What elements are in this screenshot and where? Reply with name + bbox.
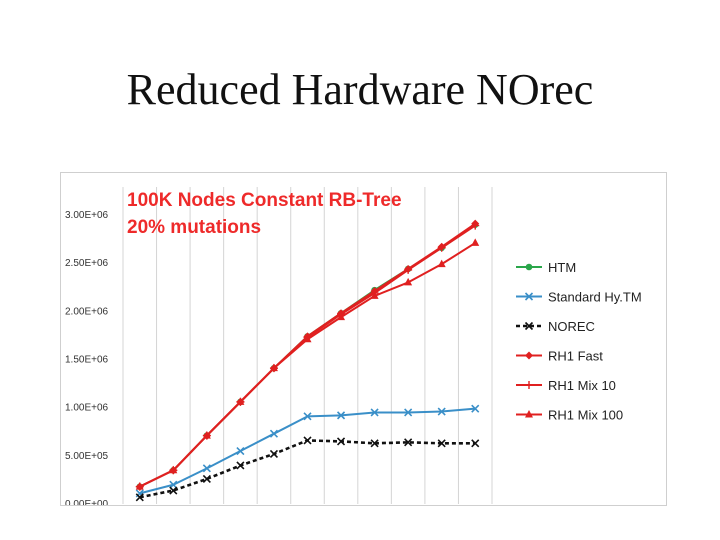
series-standard-hy-tm-point (336, 411, 346, 420)
legend-standard-hy-tm-marker (524, 292, 534, 301)
y-tick-label: 2.00E+06 (65, 306, 109, 317)
legend-rh1-fast-marker (525, 351, 533, 360)
series-norec-point (471, 439, 480, 448)
series-norec-point (404, 438, 413, 447)
chart-title-line-2: 20% mutations (127, 217, 262, 238)
series-rh1-fast-point (337, 309, 346, 318)
chart-plot: 0.00E+00 5.00E+05 1.00E+06 1.50E+06 2.00E+06… (65, 187, 642, 505)
series-norec-point (370, 439, 379, 448)
legend-standard-hy-tm-label: Standard Hy.TM (548, 290, 642, 305)
legend-rh1-mix-10-label: RH1 Mix 10 (548, 378, 616, 393)
series-norec-point (269, 449, 279, 458)
series-rh1-fast-point (404, 264, 413, 273)
legend-rh1-mix-10-marker (525, 381, 533, 389)
series-standard-hy-tm-point (437, 407, 446, 416)
legend-norec-marker (524, 321, 534, 331)
series-standard-hy-tm-point (236, 446, 245, 456)
series-standard-hy-tm-point (370, 408, 379, 417)
series-rh1-fast-point (169, 466, 178, 475)
series-norec-point (303, 436, 312, 445)
series-norec-point (336, 437, 346, 446)
series-standard-hy-tm-point (404, 408, 413, 417)
legend-rh1-fast-label: RH1 Fast (548, 349, 603, 364)
series-rh1-fast-point (269, 364, 278, 373)
series-standard-hy-tm-point (269, 429, 279, 438)
legend-rh1-mix-100-label: RH1 Mix 100 (548, 408, 623, 423)
series-norec-point (169, 486, 178, 495)
series-norec-point (135, 493, 144, 502)
y-tick-label: 1.50E+06 (65, 355, 109, 366)
series-rh1-fast-point (370, 287, 379, 296)
legend-htm-marker (525, 263, 533, 271)
series-rh1-fast-point (236, 397, 245, 406)
series-standard-hy-tm-point (471, 404, 480, 413)
series-rh1-mix-100-point (437, 259, 446, 268)
y-tick-label: 3.00E+06 (65, 210, 109, 221)
series-rh1-fast-point (303, 332, 312, 341)
y-tick-label: 2.50E+06 (65, 258, 109, 269)
slide-title: Reduced Hardware NOrec (126, 65, 594, 114)
series-rh1-fast-point (437, 242, 446, 251)
y-tick-label: 0.00E+00 (65, 499, 109, 505)
legend-norec-label: NOREC (548, 319, 595, 334)
series-norec-point (437, 439, 446, 448)
chart-title-line-1: 100K Nodes Constant RB-Tree (127, 190, 402, 211)
legend-htm-label: HTM (548, 260, 576, 275)
series-rh1-mix-100-point (404, 277, 413, 286)
y-tick-label: 1.00E+06 (65, 403, 109, 414)
series-norec-point (202, 474, 211, 484)
legend-rh1-mix-100-marker (525, 410, 533, 418)
chart-title: 100K Nodes Constant RB-Tree 20% mutation… (127, 187, 402, 241)
series-rh1-mix-100-point (471, 238, 480, 246)
series-rh1-fast-point (471, 219, 480, 228)
y-tick-label: 5.00E+05 (65, 451, 109, 462)
series-rh1-fast-point (135, 482, 144, 491)
series-rh1-fast-point (202, 431, 211, 440)
series-standard-hy-tm-point (303, 412, 312, 421)
series-standard-hy-tm-point (202, 464, 211, 473)
series-norec-point (236, 461, 245, 470)
chart-frame: 0.00E+00 5.00E+05 1.00E+06 1.50E+06 2.00E+06… (60, 172, 667, 506)
